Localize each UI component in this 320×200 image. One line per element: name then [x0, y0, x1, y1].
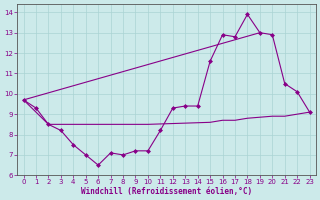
X-axis label: Windchill (Refroidissement éolien,°C): Windchill (Refroidissement éolien,°C)	[81, 187, 252, 196]
